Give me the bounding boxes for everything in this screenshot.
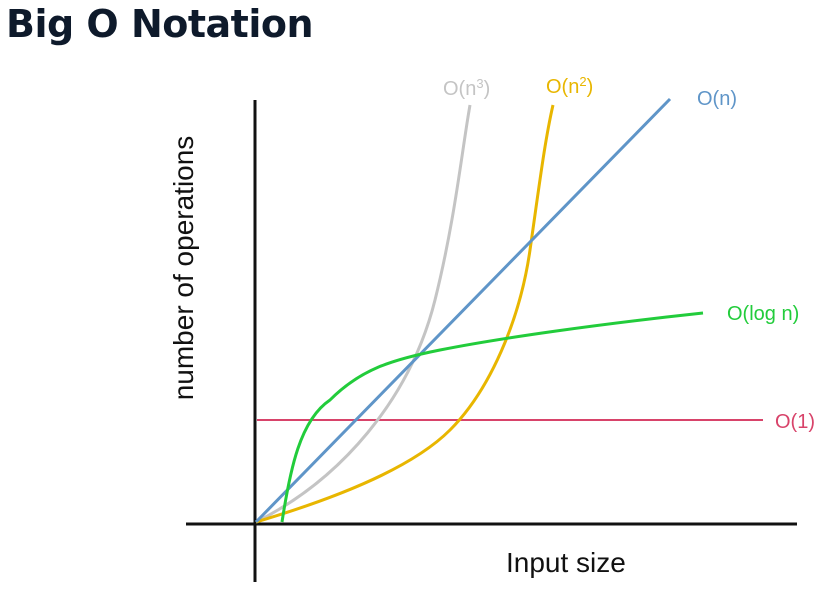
series-label-cubic: O(n3) bbox=[443, 76, 490, 101]
series-label-linear: O(n) bbox=[697, 88, 737, 110]
series-line-linear bbox=[254, 97, 672, 524]
page-title: Big O Notation bbox=[6, 2, 314, 46]
series-line-cubic bbox=[255, 104, 472, 524]
series-label-quadratic: O(n2) bbox=[546, 74, 593, 99]
y-axis-label: number of operations bbox=[168, 136, 199, 401]
series-line-quadratic bbox=[255, 104, 555, 524]
x-axis-label: Input size bbox=[506, 547, 626, 578]
series-line-log bbox=[280, 311, 704, 523]
series-label-constant: O(1) bbox=[775, 411, 815, 433]
series-label-log: O(log n) bbox=[727, 303, 799, 325]
